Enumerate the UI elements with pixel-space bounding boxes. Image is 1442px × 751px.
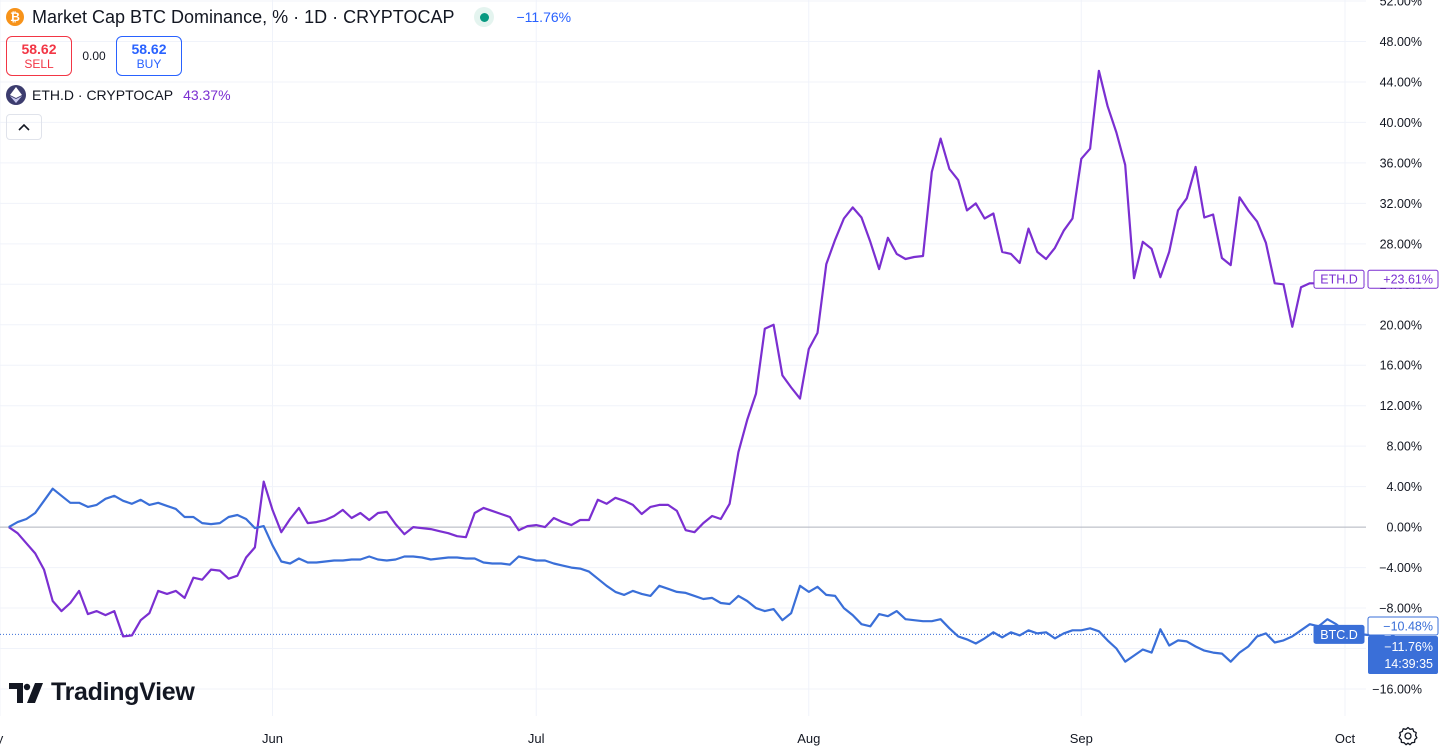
y-tick-label: 32.00% [1380,197,1422,211]
btc-name-tag-box [1313,624,1365,644]
x-tick-label: Sep [1070,731,1093,746]
chevron-up-icon [18,120,30,134]
price-tags: ETH.D +23.61% −10.48% BTC.D −11.76% 14:39:35 [1313,269,1439,674]
market-status-dot [479,12,489,22]
y-tick-label: −16.00% [1372,683,1422,697]
btc-value-tag: −11.76% [1384,640,1433,654]
y-tick-label: 36.00% [1380,156,1422,170]
y-tick-label: 40.00% [1380,116,1422,130]
ethereum-icon [6,85,26,105]
y-tick-label: −4.00% [1379,561,1422,575]
btc-value-box [1368,636,1438,674]
tradingview-logo[interactable]: TradingView [9,678,195,707]
main-symbol-row[interactable]: ₿ Market Cap BTC Dominance, % · 1D · CRY… [6,6,571,28]
y-tick-label: 0.00% [1387,521,1422,535]
main-change-value: −11.76% [516,9,572,25]
x-tick-label: Jun [262,731,283,746]
y-tick-label: 8.00% [1387,440,1422,454]
buy-price: 58.62 [131,41,167,57]
market-status-icon[interactable] [474,7,495,27]
y-tick-label: 16.00% [1380,359,1422,373]
btc-prev-value-tag: −10.48% [1383,620,1433,634]
spread-value: 0.00 [82,49,106,63]
compare-symbol-value: 43.37% [183,87,231,103]
y-tick-label: 20.00% [1380,318,1422,332]
y-tick-label: 28.00% [1380,237,1422,251]
x-tick-label: Oct [1335,731,1356,746]
eth-name-tag-box [1313,269,1365,289]
chart-legend: ₿ Market Cap BTC Dominance, % · 1D · CRY… [6,6,571,140]
x-tick-label: Aug [797,731,820,746]
btc-name-tag: BTC.D [1320,628,1358,642]
y-tick-label: 12.00% [1380,399,1422,413]
gear-icon [1398,726,1418,746]
sell-button[interactable]: 58.62 SELL [6,36,72,76]
y-tick-label: −8.00% [1379,602,1422,616]
btc-dominance-line[interactable] [8,487,1407,663]
eth-dominance-line[interactable] [8,69,1364,638]
tradingview-logo-text: TradingView [51,678,195,706]
btc-countdown-tag: 14:39:35 [1384,657,1433,671]
y-tick-label: 52.00% [1380,0,1422,9]
bitcoin-icon: ₿ [6,8,24,26]
time-axis[interactable]: y Jun Jul Aug Sep Oct [0,731,1355,746]
grid-lines [0,0,1366,716]
sell-price: 58.62 [21,41,57,57]
main-symbol-title[interactable]: Market Cap BTC Dominance, % · 1D · CRYPT… [32,6,455,27]
tradingview-logo-icon [9,682,43,703]
buy-button[interactable]: 58.62 BUY [116,36,182,76]
y-tick-label: 4.00% [1387,480,1422,494]
price-axis[interactable]: 52.00% 48.00% 44.00% 40.00% 36.00% 32.00% 28.0… [1372,0,1422,697]
buy-label: BUY [136,57,162,71]
eth-name-tag: ETH.D [1320,273,1358,287]
eth-value-tag: +23.61% [1383,273,1433,287]
eth-value-tag-box [1367,269,1439,289]
compare-symbol-name[interactable]: ETH.D · CRYPTOCAP [32,87,174,103]
compare-symbol-row[interactable]: ETH.D · CRYPTOCAP 43.37% [6,84,571,106]
chart-settings-button[interactable] [1398,726,1418,746]
y-tick-label: 44.00% [1380,75,1422,89]
collapse-legend-button[interactable] [6,114,42,140]
btc-prev-value-tag-box [1367,616,1439,636]
x-tick-label: Jul [528,731,545,746]
x-tick-label: y [0,731,4,746]
y-tick-label: 48.00% [1380,35,1422,49]
trade-buttons: 58.62 SELL 0.00 58.62 BUY [6,36,571,76]
sell-label: SELL [24,57,54,71]
